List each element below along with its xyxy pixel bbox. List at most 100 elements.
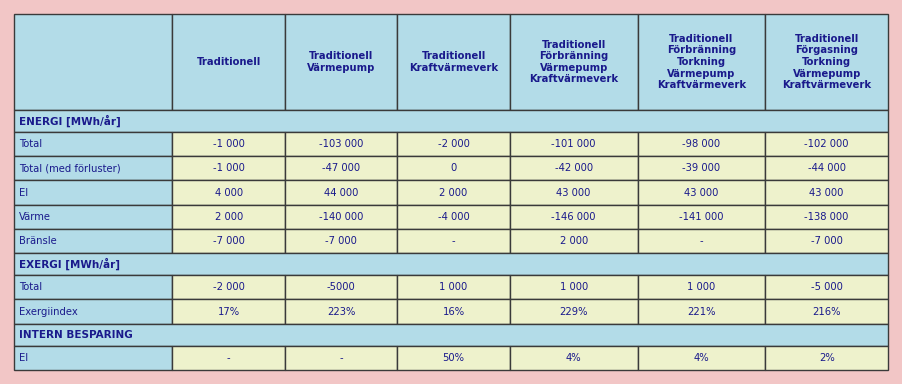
Text: Traditionell
Förbränning
Värmepump
Kraftvärmeverk: Traditionell Förbränning Värmepump Kraft… xyxy=(529,40,618,84)
Text: ENERGI [MWh/år]: ENERGI [MWh/år] xyxy=(19,115,121,127)
Bar xyxy=(638,14,765,110)
Bar xyxy=(285,346,398,370)
Text: -5 000: -5 000 xyxy=(811,282,842,292)
Bar xyxy=(398,156,510,180)
Text: -7 000: -7 000 xyxy=(326,236,357,246)
Bar xyxy=(638,275,765,300)
Text: -: - xyxy=(700,236,704,246)
Bar xyxy=(510,229,638,253)
Text: 1 000: 1 000 xyxy=(687,282,715,292)
Bar xyxy=(398,229,510,253)
Text: Total: Total xyxy=(19,282,42,292)
Bar xyxy=(398,14,510,110)
Text: -: - xyxy=(227,353,231,363)
Text: 221%: 221% xyxy=(687,306,715,316)
Bar xyxy=(172,132,285,156)
Bar xyxy=(765,180,888,205)
Text: 216%: 216% xyxy=(813,306,841,316)
Text: -4 000: -4 000 xyxy=(437,212,469,222)
Text: Traditionell
Värmepump: Traditionell Värmepump xyxy=(307,51,375,73)
Bar xyxy=(638,205,765,229)
Bar xyxy=(765,346,888,370)
Bar xyxy=(638,180,765,205)
Bar xyxy=(638,156,765,180)
Bar xyxy=(172,229,285,253)
Text: Bränsle: Bränsle xyxy=(19,236,57,246)
Bar xyxy=(172,275,285,300)
Bar xyxy=(14,324,888,346)
Bar xyxy=(510,275,638,300)
Text: -2 000: -2 000 xyxy=(437,139,470,149)
Text: 16%: 16% xyxy=(443,306,465,316)
Text: EXERGI [MWh/år]: EXERGI [MWh/år] xyxy=(19,258,120,270)
Bar xyxy=(14,300,172,324)
Text: -1 000: -1 000 xyxy=(213,139,244,149)
Text: -101 000: -101 000 xyxy=(551,139,596,149)
Bar xyxy=(172,300,285,324)
Bar xyxy=(285,205,398,229)
Bar xyxy=(398,205,510,229)
Bar xyxy=(765,229,888,253)
Text: -47 000: -47 000 xyxy=(322,163,360,173)
Bar xyxy=(14,205,172,229)
Text: Total: Total xyxy=(19,139,42,149)
Bar xyxy=(14,229,172,253)
Bar xyxy=(285,180,398,205)
Text: 44 000: 44 000 xyxy=(324,187,358,197)
Text: -103 000: -103 000 xyxy=(319,139,364,149)
Text: -44 000: -44 000 xyxy=(807,163,846,173)
Text: 223%: 223% xyxy=(327,306,355,316)
Bar xyxy=(510,14,638,110)
Bar xyxy=(510,180,638,205)
Text: Traditionell: Traditionell xyxy=(197,57,261,67)
Text: -2 000: -2 000 xyxy=(213,282,244,292)
Bar xyxy=(172,156,285,180)
Text: 50%: 50% xyxy=(443,353,465,363)
Text: -7 000: -7 000 xyxy=(213,236,244,246)
Text: Traditionell
Förgasning
Torkning
Värmepump
Kraftvärmeverk: Traditionell Förgasning Torkning Värmepu… xyxy=(782,34,871,90)
Text: 43 000: 43 000 xyxy=(809,187,844,197)
Text: 4%: 4% xyxy=(694,353,709,363)
Bar xyxy=(510,300,638,324)
Bar xyxy=(285,132,398,156)
Text: 2%: 2% xyxy=(819,353,834,363)
Text: 17%: 17% xyxy=(217,306,240,316)
Bar xyxy=(398,300,510,324)
Bar xyxy=(172,180,285,205)
Text: -42 000: -42 000 xyxy=(555,163,593,173)
Text: Exergiindex: Exergiindex xyxy=(19,306,78,316)
Bar xyxy=(765,205,888,229)
Bar xyxy=(14,156,172,180)
Text: 4 000: 4 000 xyxy=(215,187,243,197)
Bar xyxy=(172,205,285,229)
Text: Värme: Värme xyxy=(19,212,51,222)
Bar xyxy=(510,205,638,229)
Bar xyxy=(765,300,888,324)
Bar xyxy=(765,132,888,156)
Text: Traditionell
Kraftvärmeverk: Traditionell Kraftvärmeverk xyxy=(409,51,498,73)
Text: 0: 0 xyxy=(450,163,456,173)
Text: 2 000: 2 000 xyxy=(439,187,467,197)
Text: -102 000: -102 000 xyxy=(805,139,849,149)
Bar xyxy=(638,229,765,253)
Bar xyxy=(765,156,888,180)
Bar xyxy=(765,14,888,110)
Bar xyxy=(638,346,765,370)
Text: -146 000: -146 000 xyxy=(551,212,596,222)
Text: El: El xyxy=(19,353,28,363)
Text: -1 000: -1 000 xyxy=(213,163,244,173)
Bar xyxy=(14,346,172,370)
Text: -138 000: -138 000 xyxy=(805,212,849,222)
Bar xyxy=(14,132,172,156)
Text: 2 000: 2 000 xyxy=(559,236,588,246)
Text: 43 000: 43 000 xyxy=(685,187,719,197)
Bar xyxy=(14,275,172,300)
Bar xyxy=(172,346,285,370)
Text: -7 000: -7 000 xyxy=(811,236,842,246)
Text: Total (med förluster): Total (med förluster) xyxy=(19,163,121,173)
Bar xyxy=(398,132,510,156)
Bar xyxy=(398,275,510,300)
Bar xyxy=(14,253,888,275)
Bar xyxy=(510,156,638,180)
Text: 229%: 229% xyxy=(559,306,588,316)
